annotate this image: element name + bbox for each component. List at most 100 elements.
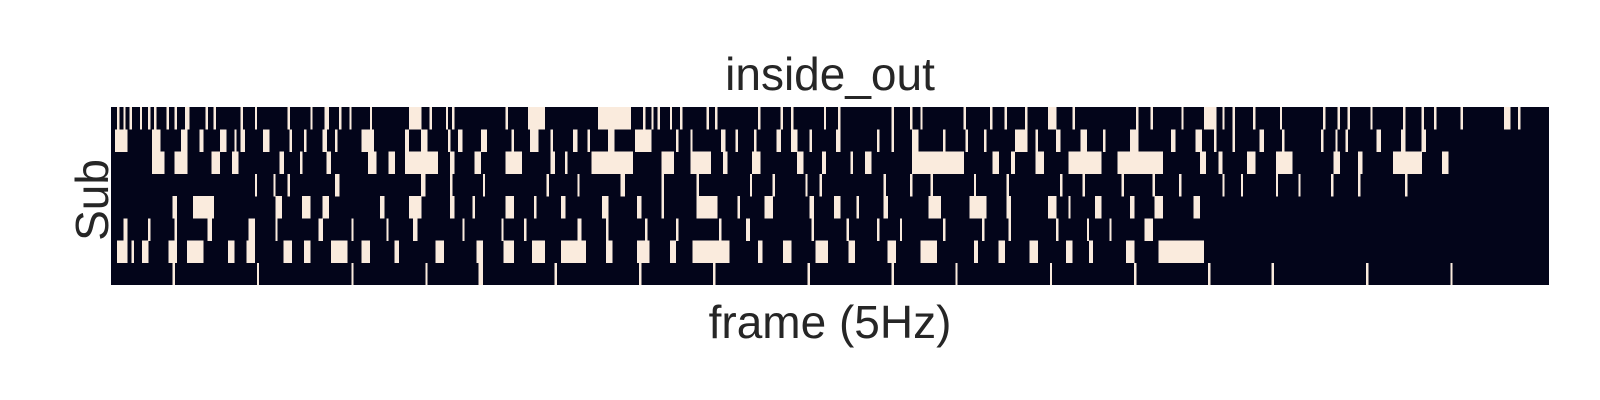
heatmap-cell	[449, 173, 453, 197]
heatmap-cell	[1010, 151, 1016, 175]
heatmap-cell	[458, 129, 463, 152]
heatmap-cell	[1518, 107, 1521, 130]
heatmap-cell	[749, 173, 753, 197]
heatmap-cell	[712, 262, 716, 285]
heatmap-cell	[139, 107, 143, 130]
heatmap-cell	[930, 173, 934, 197]
heatmap-cell	[117, 240, 128, 264]
heatmap-cell	[836, 129, 841, 152]
heatmap-cell	[184, 107, 190, 130]
heatmap-cell	[790, 107, 794, 130]
heatmap-cell	[620, 173, 625, 197]
heatmap-cell	[205, 107, 208, 130]
heatmap-cell	[240, 129, 245, 152]
heatmap-cell	[546, 173, 549, 197]
heatmap-cell	[213, 107, 217, 130]
heatmap-cell	[528, 107, 545, 130]
heatmap-cell	[304, 240, 311, 264]
heatmap-cell	[1271, 262, 1275, 285]
heatmap-cell	[380, 196, 385, 219]
heatmap-cell	[1421, 107, 1424, 130]
heatmap-cell	[982, 218, 985, 241]
heatmap-cell	[1068, 196, 1071, 219]
heatmap-background	[111, 107, 1549, 285]
heatmap-cell	[973, 240, 979, 264]
heatmap-cell	[606, 218, 609, 241]
heatmap-cell	[166, 107, 169, 130]
heatmap-cell	[1323, 107, 1326, 130]
heatmap-cell	[1008, 218, 1012, 241]
heatmap-cell	[758, 107, 761, 130]
heatmap-cell	[505, 151, 523, 175]
heatmap-cell	[505, 107, 508, 130]
heatmap-cell	[969, 196, 987, 219]
heatmap-cell	[1025, 107, 1028, 130]
heatmap-cell	[147, 107, 151, 130]
heatmap-cell	[1240, 173, 1244, 197]
heatmap-cell	[1134, 262, 1137, 285]
heatmap-cell	[248, 218, 256, 241]
heatmap-cell	[349, 107, 352, 130]
heatmap-cell	[287, 107, 291, 130]
heatmap-cell	[1333, 151, 1340, 175]
heatmap-cell	[462, 218, 465, 241]
heatmap-cell	[1195, 129, 1203, 152]
heatmap-cell	[1275, 173, 1279, 197]
heatmap-cell	[661, 196, 664, 219]
heatmap-cell	[1171, 129, 1176, 152]
heatmap-cell	[404, 129, 410, 152]
heatmap-cell	[1335, 129, 1338, 152]
heatmap-cell	[1320, 129, 1324, 152]
heatmap-cell	[219, 129, 227, 152]
heatmap-cell	[1433, 107, 1437, 130]
heatmap-cell	[174, 151, 188, 175]
heatmap-cell	[1337, 107, 1340, 130]
heatmap-cell	[1049, 262, 1053, 285]
heatmap-cell	[447, 129, 451, 152]
heatmap-cell	[1331, 173, 1334, 197]
heatmap-cell	[992, 151, 999, 175]
heatmap-cell	[856, 196, 860, 219]
heatmap-cell	[1060, 173, 1063, 197]
heatmap-cell	[1006, 173, 1010, 197]
heatmap-cell	[152, 129, 161, 152]
heatmap-cell	[719, 218, 722, 241]
heatmap-cell	[850, 151, 853, 175]
heatmap-cell	[1129, 129, 1139, 152]
heatmap-cell	[532, 240, 545, 264]
heatmap-cell	[1253, 107, 1256, 130]
heatmap-cell	[287, 173, 291, 197]
chart-title: inside_out	[725, 48, 935, 100]
heatmap-cell	[807, 262, 810, 285]
heatmap-cell	[228, 240, 235, 264]
heatmap-cell	[643, 107, 646, 130]
heatmap-cell	[152, 151, 165, 175]
heatmap-cell	[560, 240, 586, 264]
heatmap-cell	[848, 240, 855, 264]
heatmap-cell	[1152, 173, 1155, 197]
heatmap-cell	[1004, 107, 1007, 130]
heatmap-cell	[745, 218, 751, 241]
heatmap-cell	[1047, 107, 1057, 130]
heatmap-cell	[246, 240, 256, 264]
heatmap-cell	[963, 107, 966, 130]
heatmap-cell	[421, 173, 426, 197]
heatmap-cell	[1082, 173, 1086, 197]
heatmap-cell	[1080, 129, 1088, 152]
heatmap-cell	[322, 196, 330, 219]
heatmap-cell	[751, 151, 761, 175]
heatmap-cell	[361, 129, 375, 152]
heatmap-cell	[1014, 129, 1028, 152]
heatmap-cell	[1370, 107, 1373, 130]
heatmap-cell	[180, 129, 188, 152]
heatmap-cell	[669, 240, 677, 264]
heatmap-cell	[449, 196, 455, 219]
heatmap-cell	[1006, 196, 1012, 219]
heatmap-cell	[675, 129, 679, 152]
heatmap-cell	[408, 107, 422, 130]
heatmap-cell	[1179, 173, 1182, 197]
heatmap-cell	[1088, 240, 1094, 264]
heatmap-cell	[472, 196, 475, 219]
heatmap-cell	[1442, 151, 1449, 175]
